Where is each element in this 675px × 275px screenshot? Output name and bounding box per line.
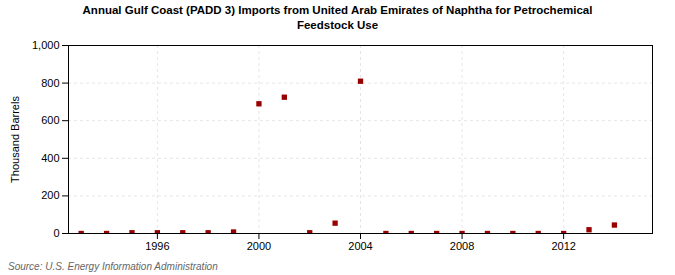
- svg-text:200: 200: [41, 189, 59, 201]
- svg-text:Thousand Barrels: Thousand Barrels: [9, 95, 21, 182]
- svg-text:400: 400: [41, 152, 59, 164]
- svg-text:2012: 2012: [551, 240, 575, 252]
- svg-text:1,000: 1,000: [32, 39, 60, 51]
- svg-text:2000: 2000: [247, 240, 271, 252]
- svg-text:800: 800: [41, 76, 59, 88]
- svg-text:2008: 2008: [450, 240, 474, 252]
- svg-text:2004: 2004: [348, 240, 372, 252]
- html-text:Annual Gulf Coast (PADD 3) Imp: Annual Gulf Coast (PADD 3) Imports from …: [82, 4, 593, 31]
- svg-text:0: 0: [53, 227, 59, 239]
- svg-text:600: 600: [41, 114, 59, 126]
- svg-text:1996: 1996: [145, 240, 169, 252]
- html-text:Source: U.S. Energy Informatio: Source: U.S. Energy Information Administ…: [8, 260, 218, 272]
